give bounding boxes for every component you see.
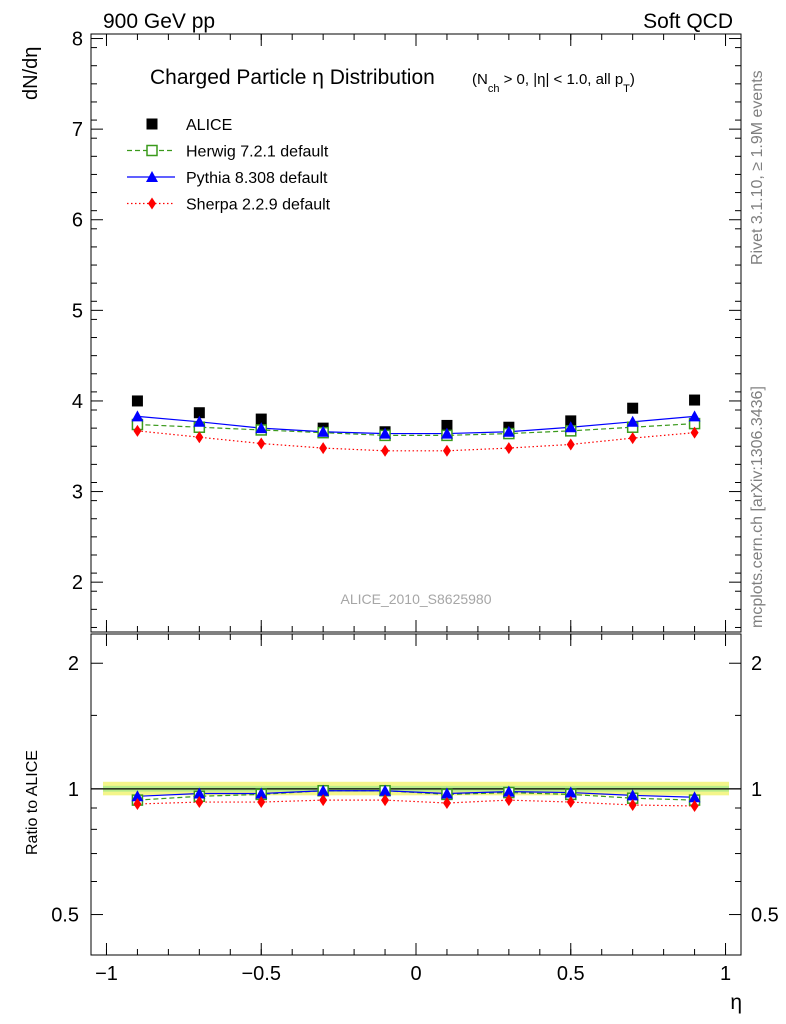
series-line-sherpa-2-2-9-default <box>137 430 695 452</box>
data-point-sherpa-2-2-9-default <box>257 437 266 450</box>
xtick-label: 1 <box>720 963 731 985</box>
header-right-label: Soft QCD <box>643 10 733 33</box>
data-point-pythia-8-308-default <box>626 415 639 427</box>
data-point-alice <box>255 413 267 425</box>
cut-sub-ch: ch <box>488 83 500 95</box>
xlabel: η <box>730 991 742 1014</box>
data-point-sherpa-2-2-9-default <box>566 438 575 451</box>
source-label: mcplots.cern.ch [arXiv:1306.3436] <box>749 386 766 628</box>
main-ytick-label: 2 <box>72 572 83 594</box>
cut-mid: > 0, |η| < 1.0, all p <box>499 71 623 88</box>
data-point-pythia-8-308-default <box>688 410 701 422</box>
ratio-point-sherpa-2-2-9-default <box>133 798 142 811</box>
data-point-pythia-8-308-default <box>379 427 392 439</box>
data-point-pythia-8-308-default <box>564 421 577 433</box>
legend: ALICE Herwig 7.2.1 default Pythia 8.308 de… <box>127 117 331 214</box>
data-point-alice <box>131 395 143 407</box>
ratio-point-sherpa-2-2-9-default <box>442 797 451 810</box>
data-point-pythia-8-308-default <box>440 427 453 439</box>
series-line-pythia-8-308-default <box>137 415 695 435</box>
ratio-point-pythia-8-308-default <box>131 790 144 802</box>
data-point-sherpa-2-2-9-default <box>195 431 204 444</box>
data-point-alice <box>193 407 205 419</box>
rivet-version-label: Rivet 3.1.10, ≥ 1.9M events <box>749 70 766 265</box>
data-point-sherpa-2-2-9-default <box>319 442 328 455</box>
ratio-point-sherpa-2-2-9-default <box>504 794 513 807</box>
main-panel: 2 3 4 5 6 7 8 <box>72 29 742 633</box>
data-point-alice <box>627 402 639 414</box>
main-title: Charged Particle η Distribution <box>150 66 435 89</box>
cut-close: ) <box>630 71 635 88</box>
data-point-pythia-8-308-default <box>317 425 330 437</box>
xtick-label: −0.5 <box>241 963 280 985</box>
data-point-pythia-8-308-default <box>255 422 268 434</box>
ratio-point-pythia-8-308-default <box>502 785 515 797</box>
ratio-point-pythia-8-308-default <box>379 784 392 796</box>
ratio-panel: −1 −0.5 0 0.5 1 0.5 0.5 1 1 2 2 <box>51 633 779 985</box>
data-point-sherpa-2-2-9-default <box>690 426 699 439</box>
legend-marker-alice <box>146 118 158 130</box>
ratio-ytick-label: 2 <box>68 653 79 675</box>
legend-label-herwig-7-2-1-default: Herwig 7.2.1 default <box>186 144 329 161</box>
series-line-herwig-7-2-1-default <box>137 423 695 436</box>
ratio-point-sherpa-2-2-9-default <box>257 796 266 809</box>
main-ytick-label: 7 <box>72 119 83 141</box>
data-point-pythia-8-308-default <box>502 425 515 437</box>
data-point-alice <box>689 394 701 406</box>
main-ytick-label: 4 <box>72 391 83 413</box>
ratio-point-sherpa-2-2-9-default <box>628 798 637 811</box>
ratio-line-herwig-7-2-1-default <box>137 790 695 801</box>
legend-label-sherpa-2-2-9-default: Sherpa 2.2.9 default <box>186 197 331 214</box>
cut-sub-t: T <box>623 83 630 95</box>
data-point-sherpa-2-2-9-default <box>628 432 637 445</box>
ratio-ytick-label: 0.5 <box>51 905 79 927</box>
main-ytick-label: 5 <box>72 300 83 322</box>
legend-label-pythia-8-308-default: Pythia 8.308 default <box>186 170 328 187</box>
ratio-point-pythia-8-308-default <box>440 787 453 799</box>
ratio-point-sherpa-2-2-9-default <box>195 796 204 809</box>
ratio-point-sherpa-2-2-9-default <box>566 796 575 809</box>
ratio-line-sherpa-2-2-9-default <box>137 799 695 807</box>
xtick-label: 0 <box>410 963 421 985</box>
legend-marker-sherpa-2-2-9-default <box>148 197 156 210</box>
ratio-point-pythia-8-308-default <box>688 791 701 803</box>
analysis-label: ALICE_2010_S8625980 <box>340 591 491 607</box>
header-left-label: 900 GeV pp <box>103 10 215 33</box>
ratio-point-pythia-8-308-default <box>626 789 639 801</box>
ratio-point-pythia-8-308-default <box>564 786 577 798</box>
data-point-alice <box>441 419 453 431</box>
ratio-point-sherpa-2-2-9-default <box>319 794 328 807</box>
ratio-ylabel: Ratio to ALICE <box>24 750 41 855</box>
data-point-pythia-8-308-default <box>193 415 206 427</box>
data-point-alice <box>565 415 577 427</box>
ratio-line-pythia-8-308-default <box>137 790 695 798</box>
ratio-point-sherpa-2-2-9-default <box>690 799 699 812</box>
ratio-ytick-label: 1 <box>68 779 79 801</box>
ratio-ytick-label-right: 2 <box>751 653 762 675</box>
main-ylabel: dN/dη <box>20 47 42 100</box>
data-point-sherpa-2-2-9-default <box>504 442 513 455</box>
legend-marker-pythia-8-308-default <box>146 171 158 182</box>
xtick-label: −1 <box>95 963 118 985</box>
cut-open: (N <box>472 71 488 88</box>
data-point-sherpa-2-2-9-default <box>133 424 142 437</box>
data-point-pythia-8-308-default <box>131 410 144 422</box>
legend-label-alice: ALICE <box>186 117 232 134</box>
ratio-point-pythia-8-308-default <box>193 787 206 799</box>
main-ytick-label: 3 <box>72 482 83 504</box>
xtick-label: 0.5 <box>557 963 585 985</box>
legend-marker-herwig-7-2-1-default <box>146 144 158 157</box>
ratio-point-pythia-8-308-default <box>317 784 330 796</box>
ratio-point-pythia-8-308-default <box>255 787 268 799</box>
data-point-sherpa-2-2-9-default <box>442 444 451 457</box>
ratio-ytick-label-right: 1 <box>751 779 762 801</box>
ratio-ytick-label-right: 0.5 <box>751 905 779 927</box>
main-ytick-label: 8 <box>72 29 83 51</box>
data-point-sherpa-2-2-9-default <box>381 444 390 457</box>
ratio-point-sherpa-2-2-9-default <box>381 794 390 807</box>
main-title-cuts: (Nch > 0, |η| < 1.0, all pT) <box>472 71 635 95</box>
main-ytick-label: 6 <box>72 210 83 232</box>
